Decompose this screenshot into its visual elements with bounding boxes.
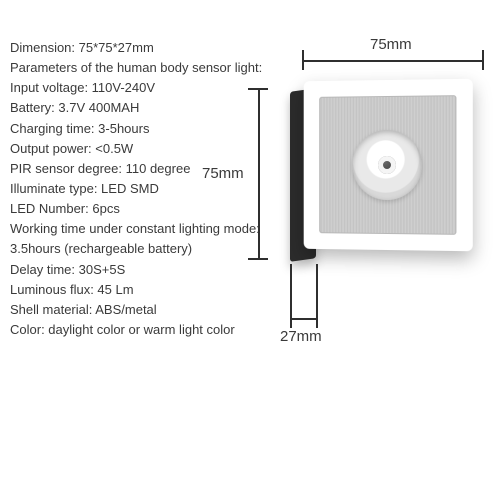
dim-label-width: 75mm (370, 36, 412, 53)
dim-cap-icon (302, 50, 304, 70)
dim-cap-icon (248, 258, 268, 260)
dim-line-height (258, 88, 260, 260)
dim-label-height: 75mm (202, 165, 244, 182)
dim-label-depth: 27mm (280, 328, 322, 345)
spec-line: Battery: 3.7V 400MAH (10, 98, 270, 118)
spec-line: Input voltage: 110V-240V (10, 78, 270, 98)
spec-line: Parameters of the human body sensor ligh… (10, 58, 270, 78)
spec-line: Working time under constant lighting mod… (10, 219, 270, 239)
dim-cap-icon (482, 50, 484, 70)
dim-dropline-icon (316, 264, 318, 308)
spec-line: Output power: <0.5W (10, 139, 270, 159)
infographic-canvas: Dimension: 75*75*27mm Parameters of the … (0, 0, 500, 500)
spec-line: Charging time: 3-5hours (10, 119, 270, 139)
product-sensor-ring (352, 130, 422, 200)
dim-line-width (302, 60, 484, 62)
product-diagram (290, 80, 490, 310)
spec-list: Dimension: 75*75*27mm Parameters of the … (10, 38, 270, 340)
spec-line: LED Number: 6pcs (10, 199, 270, 219)
spec-line: Color: daylight color or warm light colo… (10, 320, 270, 340)
spec-line: Shell material: ABS/metal (10, 300, 270, 320)
dim-dropline-icon (290, 264, 292, 308)
spec-line: Delay time: 30S+5S (10, 260, 270, 280)
dim-cap-icon (316, 308, 318, 328)
product-face-outer (304, 79, 473, 252)
spec-line: Illuminate type: LED SMD (10, 179, 270, 199)
product-face-brushed-metal (319, 95, 456, 235)
spec-line: Dimension: 75*75*27mm (10, 38, 270, 58)
dim-cap-icon (248, 88, 268, 90)
spec-line: 3.5hours (rechargeable battery) (10, 239, 270, 259)
spec-line: Luminous flux: 45 Lm (10, 280, 270, 300)
dim-line-depth (290, 318, 316, 320)
dim-cap-icon (290, 308, 292, 328)
